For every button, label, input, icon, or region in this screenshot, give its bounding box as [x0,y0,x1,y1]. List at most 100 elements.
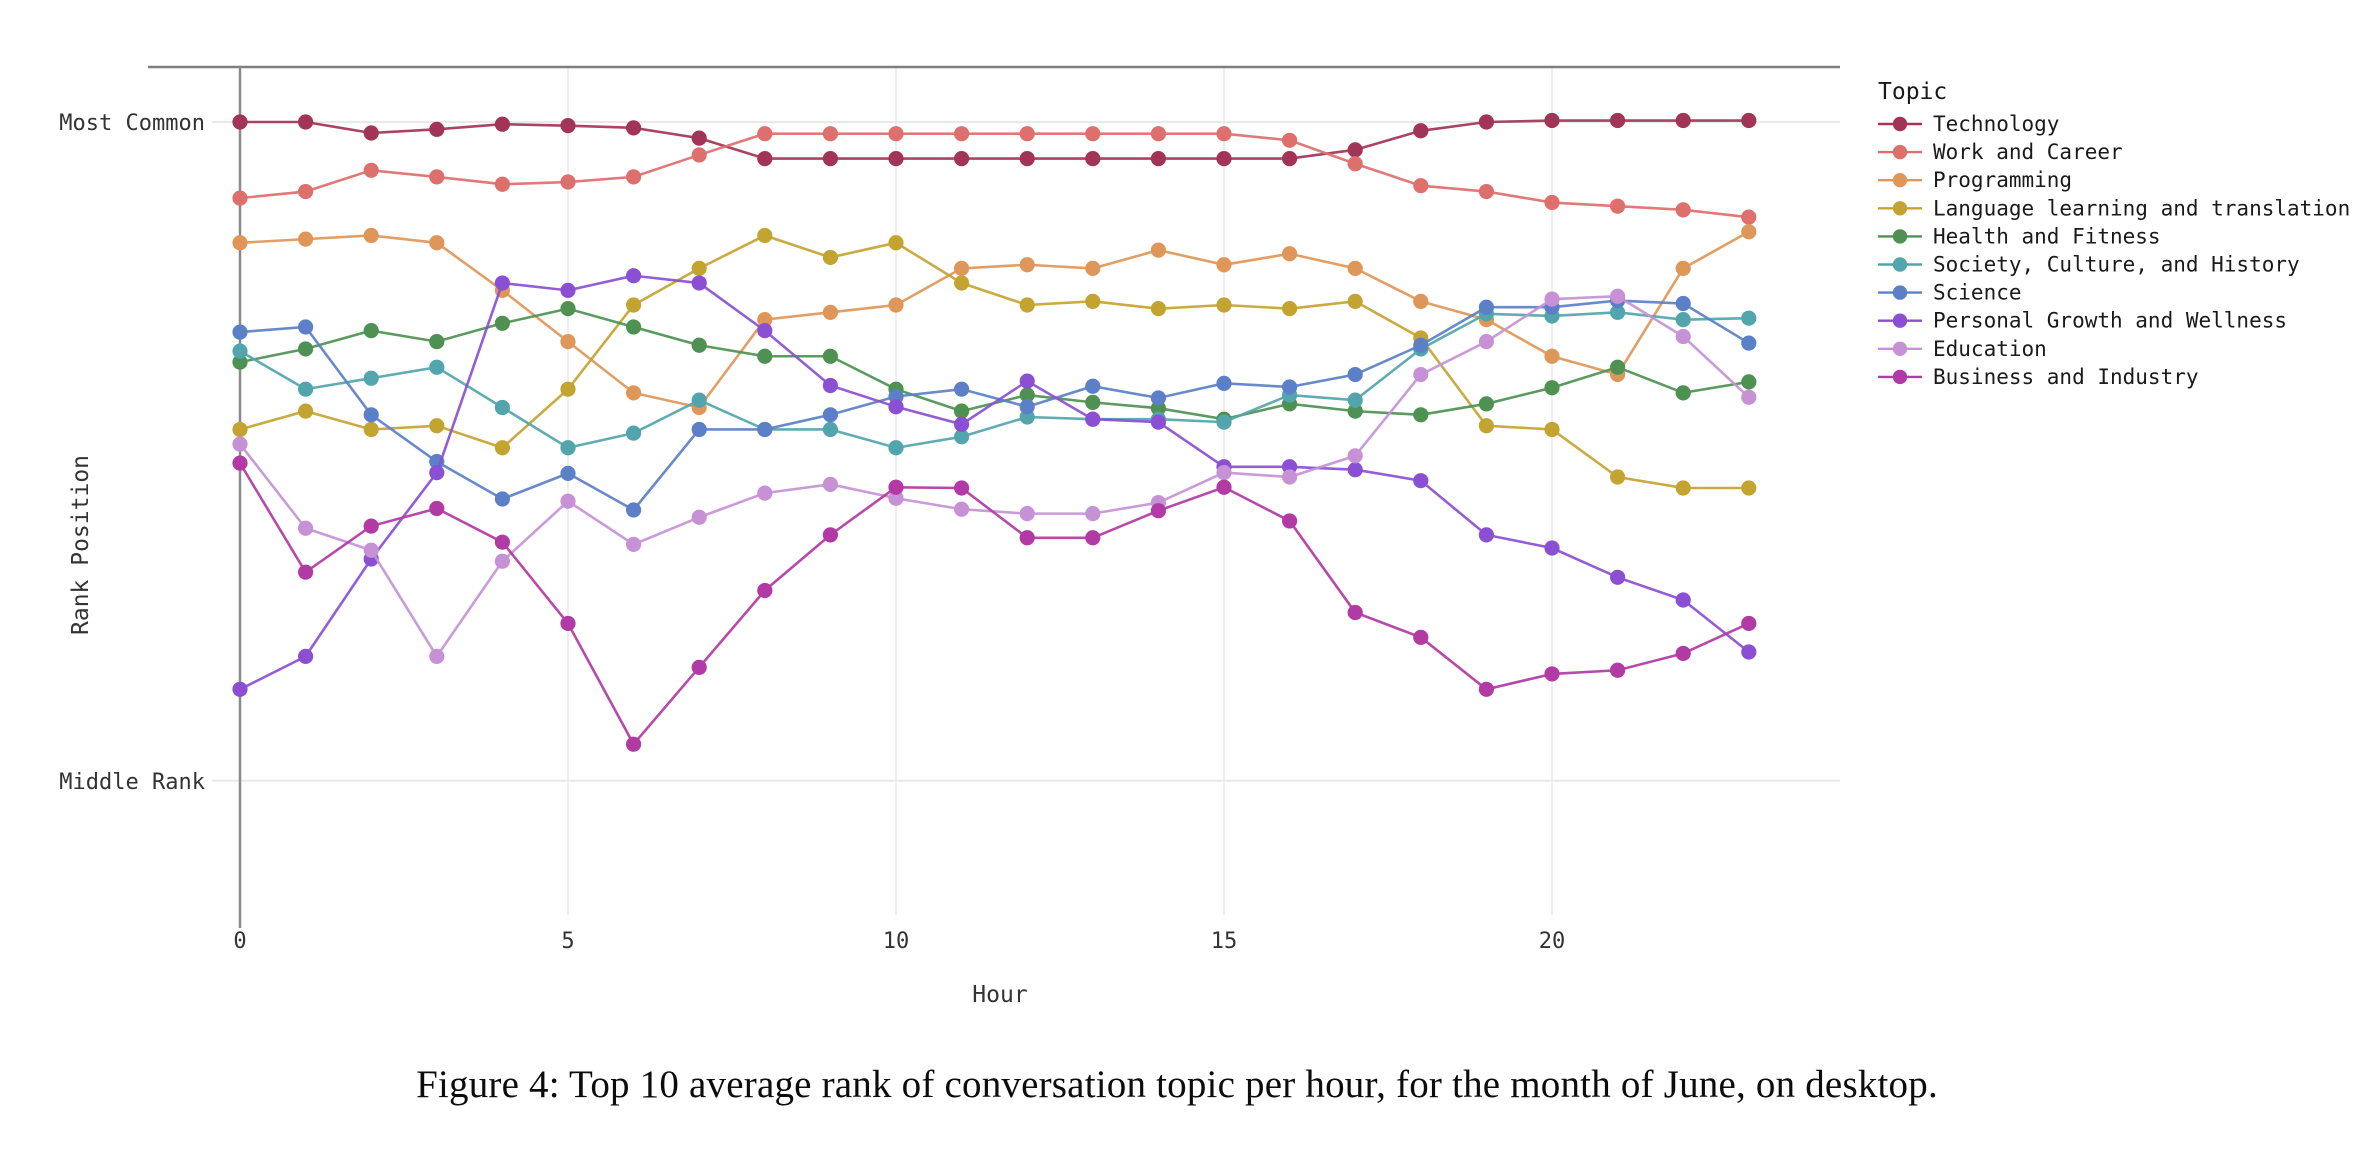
data-point[interactable] [1019,530,1035,546]
data-point[interactable] [691,421,707,438]
data-point[interactable] [1216,257,1232,273]
data-point[interactable] [1478,299,1494,315]
data-point[interactable] [1019,257,1035,273]
data-point[interactable] [1478,183,1494,200]
data-point[interactable] [1544,112,1560,129]
data-point[interactable] [757,312,773,328]
data-point[interactable] [429,169,445,185]
data-point[interactable] [1019,506,1035,522]
data-point[interactable] [429,465,445,481]
data-point[interactable] [1741,224,1757,240]
legend-item[interactable]: Society, Culture, and History [1878,253,2300,277]
data-point[interactable] [363,162,379,178]
data-point[interactable] [691,147,707,163]
data-point[interactable] [1741,209,1757,225]
data-point[interactable] [822,421,839,438]
data-point[interactable] [298,114,314,130]
data-point[interactable] [494,534,510,550]
data-point[interactable] [232,343,248,359]
data-point[interactable] [429,235,445,251]
data-point[interactable] [429,334,445,350]
data-point[interactable] [1413,407,1429,423]
data-point[interactable] [560,440,576,456]
data-point[interactable] [560,301,576,317]
data-point[interactable] [1019,151,1035,167]
data-point[interactable] [1675,202,1691,218]
data-point[interactable] [494,176,510,192]
data-point[interactable] [298,520,314,536]
data-point[interactable] [888,479,904,495]
data-point[interactable] [757,227,773,244]
data-point[interactable] [1610,662,1626,678]
data-point[interactable] [1478,334,1494,350]
data-point[interactable] [1282,379,1298,395]
data-point[interactable] [626,502,642,518]
data-point[interactable] [626,297,642,313]
data-point[interactable] [822,348,839,364]
data-point[interactable] [1085,506,1101,522]
data-point[interactable] [494,440,510,456]
data-point[interactable] [1282,151,1298,167]
data-point[interactable] [1544,540,1560,556]
data-point[interactable] [232,681,248,697]
data-point[interactable] [888,490,904,506]
data-point[interactable] [1610,469,1626,485]
data-point[interactable] [822,377,839,394]
data-point[interactable] [954,275,970,291]
data-point[interactable] [888,297,904,313]
data-point[interactable] [1413,366,1429,383]
data-point[interactable] [626,319,642,335]
data-point[interactable] [1282,246,1298,262]
data-point[interactable] [298,231,314,247]
data-point[interactable] [1675,592,1691,608]
data-point[interactable] [954,403,970,419]
legend-item[interactable]: Health and Fitness [1878,224,2161,248]
data-point[interactable] [232,324,248,340]
data-point[interactable] [1675,312,1691,328]
data-point[interactable] [429,500,445,517]
data-point[interactable] [954,260,970,276]
data-point[interactable] [1019,399,1035,415]
data-point[interactable] [1282,132,1298,148]
data-point[interactable] [822,304,839,320]
data-point[interactable] [232,114,248,130]
data-point[interactable] [232,455,248,471]
data-point[interactable] [1413,473,1429,489]
data-point[interactable] [1741,335,1757,351]
data-point[interactable] [1282,513,1298,529]
data-point[interactable] [560,493,576,509]
data-point[interactable] [494,491,510,507]
data-point[interactable] [1150,151,1166,167]
data-point[interactable] [1019,387,1035,403]
data-point[interactable] [954,429,970,445]
data-point[interactable] [626,736,642,752]
data-point[interactable] [757,485,773,501]
data-point[interactable] [1347,366,1363,383]
data-point[interactable] [626,536,642,552]
data-point[interactable] [1544,291,1560,307]
data-point[interactable] [1610,198,1626,214]
data-point[interactable] [429,648,445,664]
data-point[interactable] [1216,151,1232,167]
data-point[interactable] [757,151,773,167]
legend-item[interactable]: Language learning and translation [1878,196,2350,220]
data-point[interactable] [560,381,576,397]
data-point[interactable] [1413,178,1429,194]
data-point[interactable] [560,615,576,632]
data-point[interactable] [822,476,839,492]
data-point[interactable] [1675,112,1691,129]
data-point[interactable] [1216,465,1232,481]
legend-item[interactable]: Work and Career [1878,140,2123,164]
data-point[interactable] [1741,112,1757,129]
data-point[interactable] [1347,260,1363,276]
data-point[interactable] [1150,126,1166,142]
data-point[interactable] [429,418,445,434]
data-point[interactable] [232,421,248,438]
data-point[interactable] [691,659,707,675]
data-point[interactable] [626,385,642,401]
legend-item[interactable]: Education [1878,337,2047,361]
data-point[interactable] [1413,337,1429,353]
data-point[interactable] [888,399,904,415]
data-point[interactable] [888,151,904,167]
data-point[interactable] [232,354,248,370]
